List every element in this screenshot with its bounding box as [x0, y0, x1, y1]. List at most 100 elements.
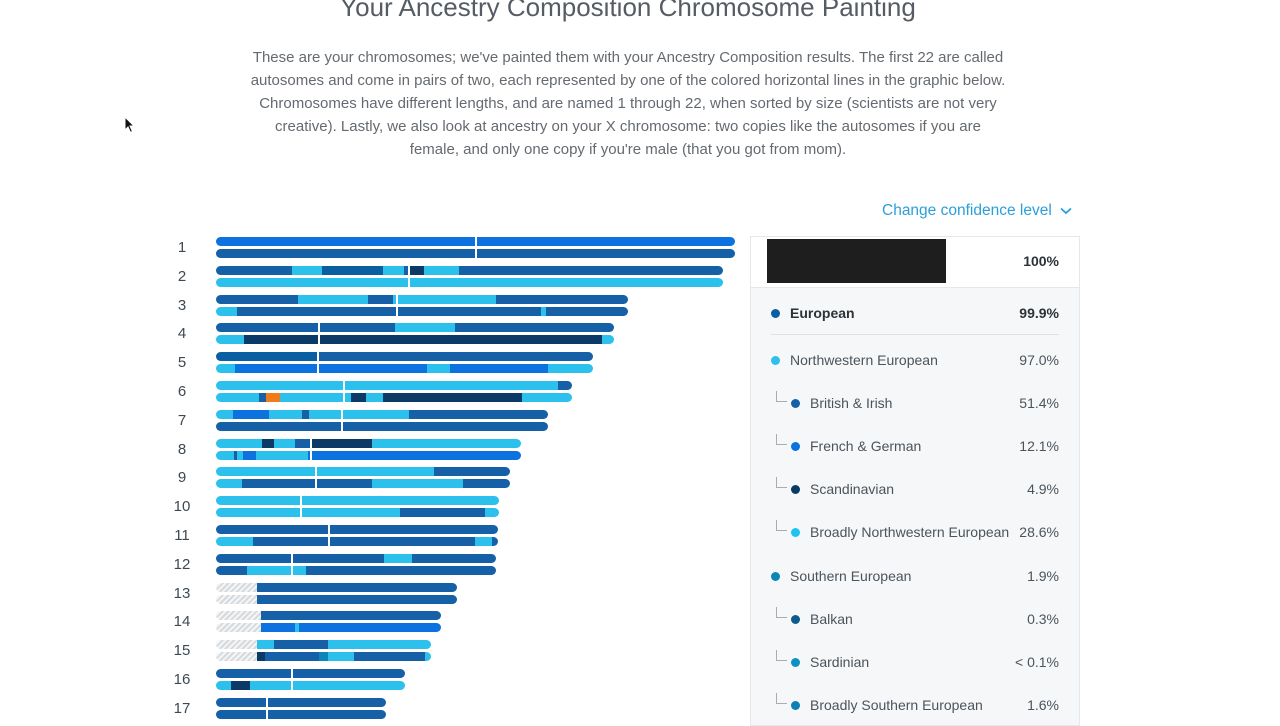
chromosome-row: 13: [170, 582, 750, 606]
chromosome-strand[interactable]: [216, 709, 386, 719]
chromosome-strand[interactable]: [216, 496, 499, 506]
chromosome-strand[interactable]: [216, 409, 548, 419]
mouse-cursor-icon: [124, 116, 136, 134]
ancestry-segment: [255, 450, 309, 460]
chromosome-strand[interactable]: [216, 582, 457, 592]
ancestry-segment: [258, 393, 267, 402]
chromosome-strand[interactable]: [216, 381, 572, 390]
color-swatch-icon: [791, 399, 800, 408]
chromosome-strand[interactable]: [216, 323, 614, 333]
legend-row-percent: 51.4%: [1019, 395, 1059, 411]
ancestry-segment: [216, 553, 293, 563]
chromosome-strand[interactable]: [216, 594, 457, 604]
chromosome-strand[interactable]: [216, 249, 735, 258]
chromosome-row: 1: [170, 236, 750, 260]
ancestry-segment: [216, 709, 268, 719]
chromosome-strand[interactable]: [216, 277, 723, 287]
ancestry-segment: [353, 652, 426, 662]
color-swatch-icon: [791, 701, 800, 710]
chromosome-strand[interactable]: [216, 669, 405, 678]
chromosome-label: 10: [173, 498, 191, 516]
ancestry-segment: [300, 496, 499, 506]
chromosome-strand[interactable]: [216, 306, 628, 316]
ancestry-segment: [256, 594, 457, 604]
legend-row[interactable]: Broadly Southern European 1.6%: [751, 691, 1079, 721]
color-swatch-icon: [771, 309, 780, 318]
ancestry-segment: [252, 537, 330, 546]
legend-row[interactable]: French & German 12.1%: [751, 432, 1079, 462]
legend-row-name: Southern European: [790, 568, 912, 584]
chromosome-strand[interactable]: [216, 294, 628, 304]
chromosome-row: 10: [170, 495, 750, 519]
legend-row[interactable]: Southern European 1.9%: [751, 562, 1079, 592]
ancestry-segment: [383, 393, 523, 402]
legend-row[interactable]: Balkan 0.3%: [751, 605, 1079, 635]
chromosome-strand[interactable]: [216, 525, 498, 534]
legend-row-percent: < 0.1%: [1015, 654, 1059, 670]
chromosome-strand[interactable]: [216, 681, 405, 690]
chromosome-strand[interactable]: [216, 697, 386, 707]
legend-row-percent: 99.9%: [1019, 305, 1059, 321]
ancestry-segment: [236, 306, 411, 316]
ancestry-segment: [273, 438, 296, 448]
ancestry-segment: [261, 438, 275, 448]
legend-row-percent: 1.9%: [1027, 568, 1059, 584]
legend-row[interactable]: Scandinavian 4.9%: [751, 475, 1079, 505]
chromosome-strand[interactable]: [216, 364, 593, 374]
confidence-label: Change confidence level: [882, 202, 1052, 219]
legend-row[interactable]: British & Irish 51.4%: [751, 389, 1079, 419]
chromosome-row: 11: [170, 524, 750, 548]
chromosome-strand[interactable]: [216, 623, 441, 633]
chromosome-label: 16: [173, 671, 191, 688]
page-title: Your Ancestry Composition Chromosome Pai…: [340, 0, 916, 22]
chromosome-strand[interactable]: [216, 640, 431, 650]
chromosome-strand[interactable]: [216, 553, 496, 563]
chromosome-strand[interactable]: [216, 652, 431, 662]
chromosome-strand[interactable]: [216, 421, 548, 431]
chromosome-label: 8: [177, 440, 187, 458]
chromosome-row: 17: [170, 697, 750, 721]
chromosome-strand[interactable]: [216, 393, 572, 402]
ancestry-segment: [216, 364, 236, 374]
chromosome-strand[interactable]: [216, 611, 441, 621]
chromosome-strand[interactable]: [216, 565, 496, 575]
ancestry-segment: [216, 306, 238, 316]
chromosome-strand[interactable]: [216, 479, 510, 489]
ancestry-segment: [216, 393, 260, 402]
legend-row[interactable]: European 99.9%: [751, 299, 1079, 329]
chromosome-strand[interactable]: [216, 352, 593, 362]
ancestry-segment: [242, 479, 317, 489]
centromere-marker: [290, 565, 293, 575]
chromosome-row: 12: [170, 553, 750, 577]
chromosome-row: 7: [170, 409, 750, 433]
ancestry-segment: [307, 450, 521, 460]
centromere-marker: [299, 508, 302, 518]
legend-row[interactable]: Broadly Northwestern European 28.6%: [751, 518, 1079, 548]
chromosome-strand[interactable]: [216, 467, 510, 477]
chromosome-strand[interactable]: [216, 438, 521, 448]
color-swatch-icon: [791, 528, 800, 537]
chromosome-strand[interactable]: [216, 237, 735, 246]
color-swatch-icon: [791, 658, 800, 667]
centromere-marker: [290, 669, 293, 678]
change-confidence-level-button[interactable]: Change confidence level: [882, 202, 1072, 220]
centromere-marker: [327, 525, 330, 534]
chromosome-strand[interactable]: [216, 450, 521, 460]
ancestry-segment: [216, 467, 317, 477]
chromosome-strand[interactable]: [216, 537, 498, 546]
chromosome-strand[interactable]: [216, 335, 614, 345]
ancestry-segment: [300, 508, 401, 518]
ancestry-segment: [310, 438, 373, 448]
legend-row[interactable]: Sardinian < 0.1%: [751, 648, 1079, 678]
ancestry-segment: [246, 565, 290, 575]
centromere-marker: [407, 265, 410, 275]
ancestry-segment: [299, 623, 441, 633]
ancestry-legend-panel: 100% European 99.9% Northwestern European 9…: [750, 236, 1080, 726]
ancestry-segment: [317, 364, 428, 374]
no-data-segment: [216, 640, 258, 650]
ancestry-segment: [371, 479, 464, 489]
legend-row[interactable]: Northwestern European 97.0%: [751, 346, 1079, 376]
chromosome-strand[interactable]: [216, 508, 499, 518]
chromosome-strand[interactable]: [216, 265, 723, 275]
centromere-marker: [474, 249, 477, 258]
